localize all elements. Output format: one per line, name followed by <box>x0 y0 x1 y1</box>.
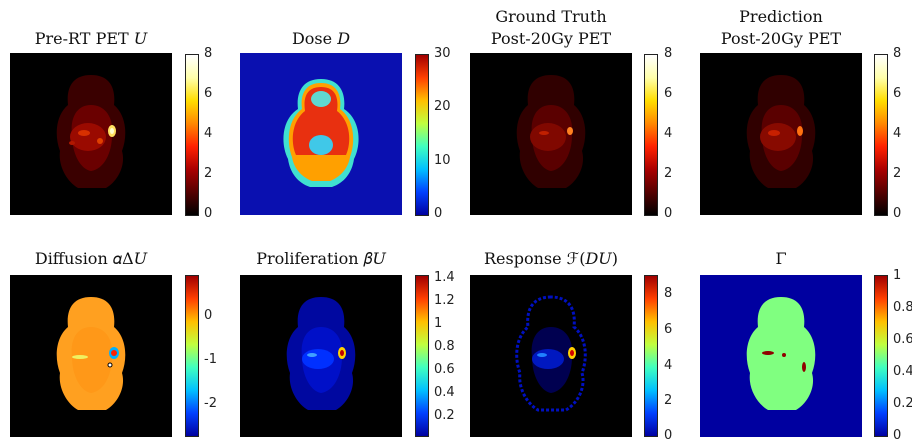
panel-title: Dose 𝐷 <box>291 29 351 48</box>
colorbar-tick: 0 <box>434 206 443 221</box>
panel-title: Post-20Gy PET <box>720 29 842 48</box>
colorbar-tick: 8 <box>893 46 902 61</box>
colorbar-tick: 2 <box>664 166 673 181</box>
panel-title: Pre-RT PET 𝑈 <box>34 29 148 48</box>
colorbar-tick: 0.4 <box>893 364 912 379</box>
pet-prediction-image <box>700 53 862 215</box>
diffusion-image <box>10 275 172 437</box>
colorbar-tick: 0 <box>664 428 673 443</box>
panel-title-line1: Ground Truth <box>495 7 607 26</box>
colorbar <box>415 54 429 216</box>
colorbar-tick: 0.8 <box>893 300 912 315</box>
panel-title: Post-20Gy PET <box>490 29 612 48</box>
proliferation-image <box>240 275 402 437</box>
panel-title: Proliferation 𝛽𝑈 <box>256 249 386 268</box>
colorbar-tick: 0.8 <box>434 339 455 354</box>
colorbar-tick: -2 <box>204 396 217 411</box>
colorbar-tick: 20 <box>434 99 451 114</box>
colorbar-tick: 0 <box>204 308 213 323</box>
colorbar-tick: 0.6 <box>893 332 912 347</box>
colorbar-tick: 1 <box>434 316 443 331</box>
colorbar-tick: 0 <box>204 206 213 221</box>
colorbar-tick: 8 <box>664 46 673 61</box>
panel-title: Γ <box>775 249 787 268</box>
response-image <box>470 275 632 437</box>
gamma-image <box>700 275 862 437</box>
colorbar <box>644 54 658 216</box>
colorbar-tick: 2 <box>893 166 902 181</box>
colorbar-tick: 8 <box>204 46 213 61</box>
colorbar-tick: 4 <box>664 358 673 373</box>
colorbar-tick: 0.6 <box>434 362 455 377</box>
colorbar-tick: 1.2 <box>434 293 455 308</box>
colorbar <box>185 54 199 216</box>
colorbar-tick: -1 <box>204 352 217 367</box>
colorbar <box>874 54 888 216</box>
colorbar-tick: 0 <box>893 428 902 443</box>
colorbar-tick: 2 <box>204 166 213 181</box>
colorbar-tick: 4 <box>893 126 902 141</box>
colorbar-tick: 6 <box>664 322 673 337</box>
colorbar-tick: 0.4 <box>434 385 455 400</box>
colorbar-tick: 30 <box>434 46 451 61</box>
pet-ground-truth-image <box>470 53 632 215</box>
panel-title: Response ℱ(𝐷𝑈) <box>483 249 619 268</box>
colorbar-tick: 4 <box>204 126 213 141</box>
colorbar-tick: 0.2 <box>893 396 912 411</box>
colorbar <box>185 275 199 437</box>
colorbar-tick: 8 <box>664 286 673 301</box>
dose-image <box>240 53 402 215</box>
panel-title: Diffusion 𝛼Δ𝑈 <box>34 249 148 268</box>
colorbar-tick: 0 <box>664 206 673 221</box>
colorbar-tick: 10 <box>434 153 451 168</box>
colorbar-tick: 0.2 <box>434 408 455 423</box>
pet-pre-rt-image <box>10 53 172 215</box>
colorbar-tick: 1 <box>893 268 902 283</box>
panel-title-line1: Prediction <box>739 7 823 26</box>
colorbar <box>644 275 658 437</box>
colorbar-tick: 6 <box>664 86 673 101</box>
colorbar <box>415 275 429 437</box>
colorbar-tick: 0 <box>893 206 902 221</box>
colorbar-tick: 6 <box>204 86 213 101</box>
colorbar-tick: 6 <box>893 86 902 101</box>
colorbar-tick: 1.4 <box>434 270 455 285</box>
colorbar-tick: 2 <box>664 393 673 408</box>
colorbar <box>874 275 888 437</box>
colorbar-tick: 4 <box>664 126 673 141</box>
